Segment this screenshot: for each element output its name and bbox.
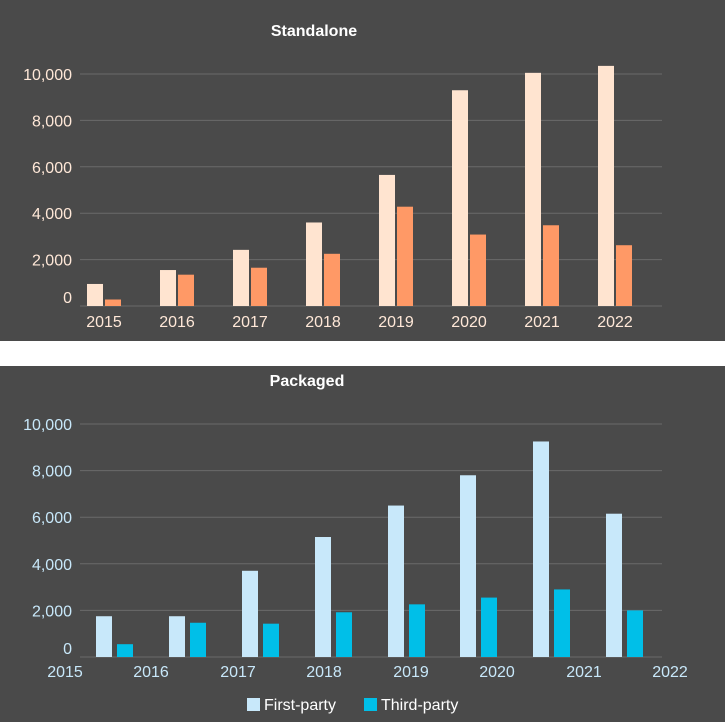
x-tick-label: 2021 xyxy=(524,314,560,331)
x-tick-label: 2016 xyxy=(133,664,169,681)
bar xyxy=(96,616,112,657)
bar xyxy=(263,623,279,657)
bar xyxy=(543,225,559,306)
x-tick-label: 2022 xyxy=(597,314,633,331)
bar xyxy=(598,65,614,306)
legend-label-first-party: First-party xyxy=(264,697,336,714)
chart-title: Packaged xyxy=(270,373,345,390)
packaged-chart-panel: Packaged First-party Third-party 0 2,000 4… xyxy=(0,366,725,722)
bar xyxy=(233,249,249,306)
bar xyxy=(315,537,331,657)
y-tick-label: 6,000 xyxy=(32,160,72,177)
x-axis: 2015 2016 2017 2018 2019 2020 2021 2022 xyxy=(86,314,633,331)
gridlines xyxy=(80,423,662,658)
gridlines xyxy=(80,73,662,307)
packaged-chart: Packaged First-party Third-party 0 2,000 4… xyxy=(23,373,688,714)
bar xyxy=(87,283,103,306)
bar xyxy=(160,270,176,306)
legend-label-third-party: Third-party xyxy=(381,697,458,714)
y-tick-label: 4,000 xyxy=(32,557,72,574)
legend-swatch-first-party xyxy=(247,698,260,711)
y-tick-label: 8,000 xyxy=(32,113,72,130)
bar xyxy=(460,475,476,657)
y-tick-label: 10,000 xyxy=(23,417,72,434)
x-tick-label: 2018 xyxy=(306,664,342,681)
bar xyxy=(397,206,413,306)
x-tick-label: 2020 xyxy=(479,664,515,681)
bar xyxy=(470,234,486,306)
standalone-chart: Standalone 0 2,000 4,000 6,000 8,000 10,000 20… xyxy=(23,23,662,331)
bar xyxy=(169,616,185,657)
x-tick-label: 2015 xyxy=(47,664,83,681)
y-tick-label: 8,000 xyxy=(32,464,72,481)
y-tick-label: 2,000 xyxy=(32,603,72,620)
x-tick-label: 2015 xyxy=(86,314,122,331)
bar xyxy=(525,72,541,306)
bar xyxy=(606,513,622,657)
bars xyxy=(96,441,643,657)
bar xyxy=(117,644,133,657)
y-tick-label: 10,000 xyxy=(23,67,72,84)
bar xyxy=(190,622,206,657)
x-tick-label: 2016 xyxy=(159,314,195,331)
bar xyxy=(554,589,570,657)
bar xyxy=(178,274,194,306)
y-tick-label: 4,000 xyxy=(32,206,72,223)
x-tick-label: 2021 xyxy=(566,664,602,681)
x-tick-label: 2022 xyxy=(652,664,688,681)
x-tick-label: 2020 xyxy=(451,314,487,331)
x-tick-label: 2019 xyxy=(378,314,414,331)
bar xyxy=(105,299,121,306)
legend-swatch-third-party xyxy=(364,698,377,711)
bar xyxy=(251,267,267,306)
bar xyxy=(336,612,352,657)
bar xyxy=(324,253,340,306)
chart-title: Standalone xyxy=(271,23,357,40)
bar xyxy=(533,441,549,657)
bar xyxy=(481,597,497,657)
standalone-chart-panel: Standalone 0 2,000 4,000 6,000 8,000 10,000 20… xyxy=(0,0,725,341)
bar xyxy=(306,222,322,306)
legend: First-party Third-party xyxy=(247,697,458,714)
bar xyxy=(242,570,258,657)
bar xyxy=(388,505,404,657)
x-axis: 2015 2016 2017 2018 2019 2020 2021 2022 xyxy=(47,664,688,681)
bar xyxy=(627,610,643,657)
bar xyxy=(379,174,395,306)
bar xyxy=(452,90,468,307)
x-tick-label: 2017 xyxy=(232,314,268,331)
y-tick-label: 2,000 xyxy=(32,253,72,270)
y-tick-label: 0 xyxy=(63,290,72,307)
bars xyxy=(87,65,632,307)
y-axis: 0 2,000 4,000 6,000 8,000 10,000 xyxy=(23,417,72,658)
y-tick-label: 0 xyxy=(63,641,72,658)
y-axis: 0 2,000 4,000 6,000 8,000 10,000 xyxy=(23,67,72,307)
bar xyxy=(409,604,425,657)
x-tick-label: 2018 xyxy=(305,314,341,331)
bar xyxy=(616,245,632,306)
x-tick-label: 2017 xyxy=(220,664,256,681)
y-tick-label: 6,000 xyxy=(32,510,72,527)
x-tick-label: 2019 xyxy=(393,664,429,681)
